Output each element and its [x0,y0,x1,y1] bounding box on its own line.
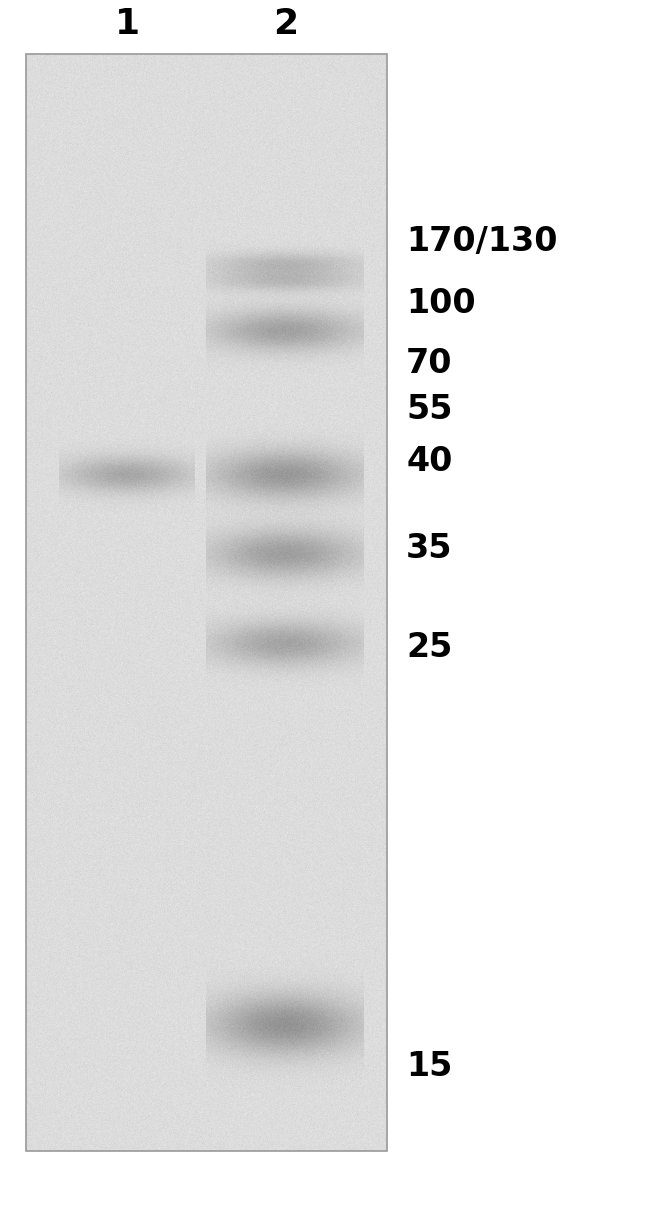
Text: 25: 25 [406,630,452,664]
Text: 40: 40 [406,445,452,478]
Text: 15: 15 [406,1050,452,1083]
Text: 100: 100 [406,287,476,321]
Text: 70: 70 [406,347,453,381]
Text: 1: 1 [114,7,140,41]
Text: 55: 55 [406,393,453,427]
Text: 2: 2 [273,7,298,41]
Text: 170/130: 170/130 [406,224,558,258]
Text: 35: 35 [406,531,453,565]
Bar [26,54,387,1151]
